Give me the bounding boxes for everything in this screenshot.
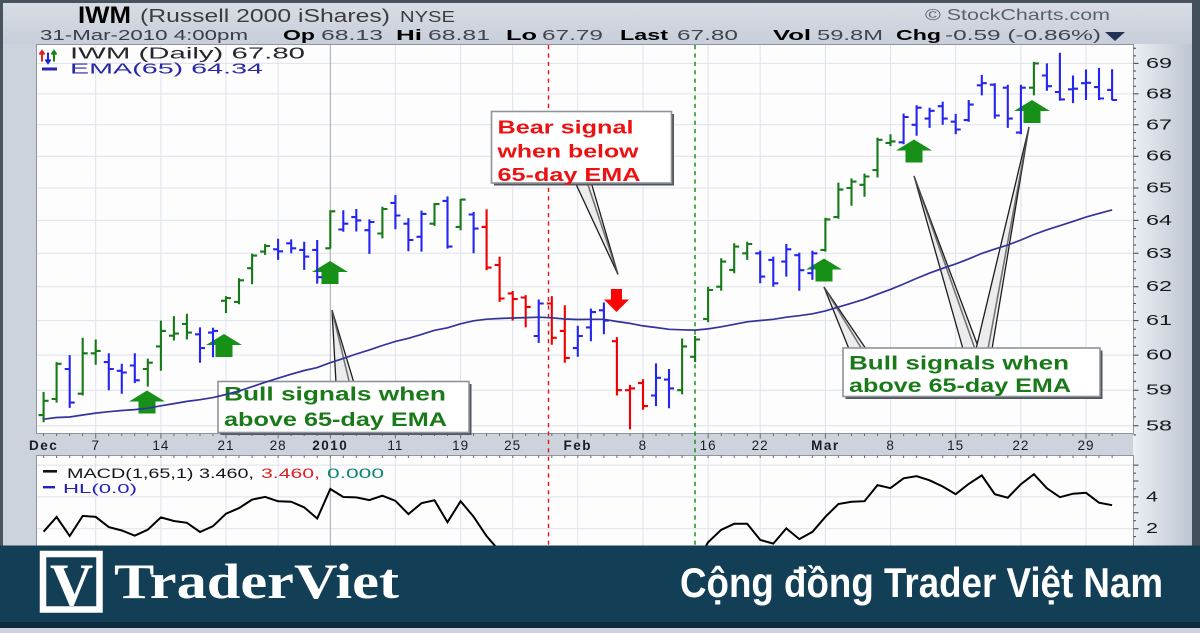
svg-text:14: 14 bbox=[152, 438, 169, 453]
svg-text:60: 60 bbox=[1146, 348, 1172, 364]
svg-text:61: 61 bbox=[1146, 313, 1172, 329]
svg-text:8: 8 bbox=[886, 438, 895, 453]
svg-text:16: 16 bbox=[700, 438, 717, 453]
svg-text:68.13: 68.13 bbox=[321, 27, 383, 44]
svg-text:62: 62 bbox=[1146, 279, 1172, 295]
svg-text:22: 22 bbox=[1012, 438, 1029, 453]
svg-text:Bull signals when: Bull signals when bbox=[224, 385, 446, 406]
svg-text:-0.59 (-0.86%): -0.59 (-0.86%) bbox=[945, 27, 1101, 44]
svg-text:67: 67 bbox=[1146, 117, 1172, 133]
svg-text:Vol: Vol bbox=[773, 27, 811, 44]
svg-text:29: 29 bbox=[1077, 438, 1094, 453]
svg-text:63: 63 bbox=[1146, 246, 1172, 262]
svg-text:68: 68 bbox=[1146, 86, 1172, 102]
svg-text:Lo: Lo bbox=[506, 27, 537, 44]
svg-text:67.80: 67.80 bbox=[677, 27, 738, 44]
svg-text:Hi: Hi bbox=[396, 27, 422, 44]
svg-text:4: 4 bbox=[1146, 489, 1158, 505]
svg-text:59: 59 bbox=[1146, 383, 1172, 399]
svg-text:when below: when below bbox=[496, 140, 639, 161]
svg-text:0.000: 0.000 bbox=[327, 466, 384, 481]
svg-text:58: 58 bbox=[1146, 418, 1172, 434]
svg-text:68.81: 68.81 bbox=[428, 27, 490, 44]
svg-text:19: 19 bbox=[452, 438, 469, 453]
svg-text:IWM (Daily) 67.80: IWM (Daily) 67.80 bbox=[70, 46, 305, 63]
svg-text:Bear signal: Bear signal bbox=[498, 117, 634, 138]
svg-text:Op: Op bbox=[283, 27, 315, 44]
svg-text:Feb: Feb bbox=[564, 438, 593, 453]
svg-text:11: 11 bbox=[387, 438, 403, 453]
svg-text:Chg: Chg bbox=[896, 27, 941, 44]
svg-text:67.79: 67.79 bbox=[542, 27, 603, 44]
svg-text:TraderViet: TraderViet bbox=[114, 553, 399, 609]
svg-text:Last: Last bbox=[620, 27, 668, 44]
svg-text:66: 66 bbox=[1146, 149, 1172, 165]
svg-text:(Russell 2000 iShares): (Russell 2000 iShares) bbox=[140, 6, 390, 26]
svg-text:8: 8 bbox=[639, 438, 648, 453]
svg-text:EMA(65) 64.34: EMA(65) 64.34 bbox=[70, 61, 263, 78]
svg-text:15: 15 bbox=[947, 438, 964, 453]
svg-text:28: 28 bbox=[270, 438, 287, 453]
svg-text:2: 2 bbox=[1146, 521, 1158, 537]
svg-text:22: 22 bbox=[752, 438, 769, 453]
svg-text:69: 69 bbox=[1146, 56, 1172, 72]
svg-text:2010: 2010 bbox=[312, 438, 348, 453]
svg-text:Dec: Dec bbox=[29, 438, 58, 453]
svg-text:above 65-day EMA: above 65-day EMA bbox=[224, 410, 447, 431]
svg-text:Cộng đồng Trader Việt Nam: Cộng đồng Trader Việt Nam bbox=[680, 559, 1163, 606]
svg-text:NYSE: NYSE bbox=[400, 9, 455, 26]
svg-text:65-day EMA: 65-day EMA bbox=[498, 164, 641, 185]
svg-text:MACD(1,65,1) 3.460,: MACD(1,65,1) 3.460, bbox=[67, 466, 254, 481]
svg-text:25: 25 bbox=[504, 438, 521, 453]
svg-text:64: 64 bbox=[1146, 213, 1172, 229]
svg-text:7: 7 bbox=[91, 438, 100, 453]
svg-text:above 65-day EMA: above 65-day EMA bbox=[849, 376, 1071, 397]
svg-text:Bull signals when: Bull signals when bbox=[849, 354, 1069, 375]
svg-text:IWM: IWM bbox=[78, 2, 131, 29]
svg-text:59.8M: 59.8M bbox=[817, 27, 883, 44]
svg-text:© StockCharts.com: © StockCharts.com bbox=[925, 7, 1110, 24]
svg-text:V: V bbox=[50, 552, 93, 618]
svg-text:21: 21 bbox=[217, 438, 234, 453]
svg-text:3.460,: 3.460, bbox=[261, 466, 320, 481]
svg-text:31-Mar-2010 4:00pm: 31-Mar-2010 4:00pm bbox=[40, 27, 248, 44]
svg-text:HL(0.0): HL(0.0) bbox=[63, 482, 137, 496]
svg-text:Mar: Mar bbox=[811, 438, 840, 453]
svg-text:65: 65 bbox=[1146, 181, 1172, 197]
